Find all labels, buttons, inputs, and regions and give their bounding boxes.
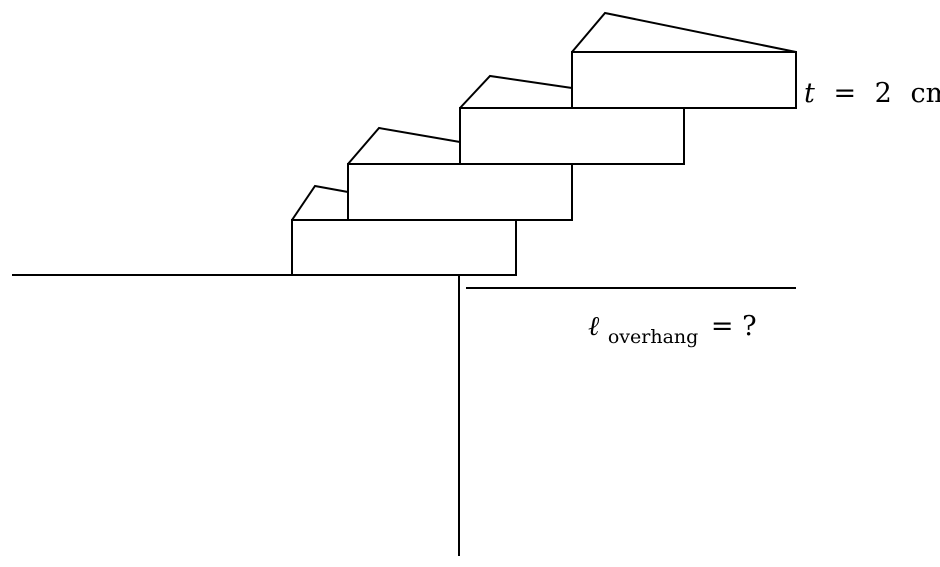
thickness-equals: = [833,78,856,109]
book-4-body [571,51,797,109]
book-2-body [347,163,573,221]
thickness-label: t = 2 cm [804,78,940,109]
overhang-symbol: ℓ [588,311,600,342]
book-1-cover [291,184,349,221]
thickness-value: 2 [875,78,892,109]
book-4 [571,11,797,109]
thickness-variable: t [804,78,815,109]
book-3-body [459,107,685,165]
overhang-subscript: overhang [608,326,698,348]
book-3-cover [459,74,573,109]
book-1 [291,184,517,276]
overhang-equals: = [711,311,734,342]
overhang-value: ? [742,311,756,342]
thickness-unit: cm [910,78,940,109]
book-4-cover [571,11,797,53]
overhang-label: ℓ overhang = ? [588,311,757,350]
book-2-cover [347,126,461,165]
book-1-body [291,219,517,276]
